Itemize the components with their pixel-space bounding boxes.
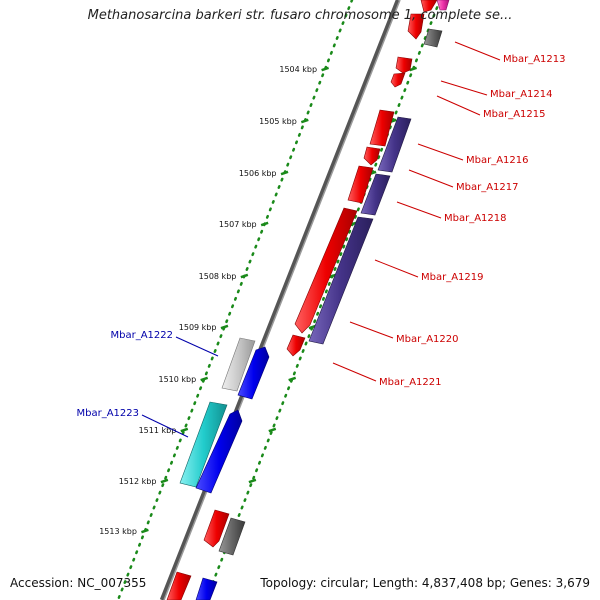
gene-label[interactable]: Mbar_A1215: [483, 109, 546, 120]
kbp-tick-label: 1504 kbp: [279, 65, 317, 74]
gene-feature[interactable]: [308, 216, 374, 345]
gene-label[interactable]: Mbar_A1218: [444, 213, 507, 224]
gene-feature[interactable]: [286, 334, 306, 357]
kbp-tick-mark: [240, 273, 249, 279]
gene-feature[interactable]: [294, 207, 358, 334]
gene-feature[interactable]: [347, 165, 374, 204]
genes-outer-track: [166, 337, 270, 600]
gene-feature[interactable]: [363, 146, 381, 166]
kbp-tick-mark: [200, 376, 209, 382]
label-leader-line: [417, 143, 464, 161]
gene-feature[interactable]: [377, 116, 412, 173]
label-leader-line: [141, 414, 189, 438]
gene-feature[interactable]: [407, 13, 425, 40]
kbp-tick-mark: [160, 478, 169, 484]
kbp-tick-mark: [280, 170, 289, 176]
gene-feature[interactable]: [203, 509, 230, 548]
gene-feature[interactable]: [436, 0, 450, 11]
kbp-tick-label: 1510 kbp: [158, 375, 196, 384]
kbp-tick-label: 1508 kbp: [199, 272, 237, 281]
kbp-tick-mark: [409, 66, 417, 72]
kbp-tick-mark: [180, 427, 189, 433]
kbp-tick-label: 1507 kbp: [219, 220, 257, 229]
gene-feature[interactable]: [237, 346, 270, 400]
genes-inner-track: [286, 0, 450, 357]
gene-labels: Mbar_A1213 Mbar_A1214 Mbar_A1215 Mbar_A1216…: [76, 41, 566, 438]
kbp-tick-label: 1511 kbp: [139, 426, 177, 435]
label-leader-line: [408, 169, 454, 188]
map-title: Methanosarcina barkeri str. fusaro chrom…: [87, 8, 513, 23]
kbp-tick-mark: [141, 528, 149, 534]
kbp-tick-label: 1513 kbp: [99, 527, 137, 536]
gene-label[interactable]: Mbar_A1213: [503, 54, 566, 65]
kbp-tick-mark: [220, 324, 229, 330]
genome-backbone: [159, 0, 401, 600]
gene-label[interactable]: Mbar_A1222: [110, 330, 173, 341]
label-leader-line: [349, 321, 394, 339]
ruler-lines: [116, 0, 442, 600]
kbp-tick-label: 1506 kbp: [239, 169, 277, 178]
gene-label[interactable]: Mbar_A1219: [421, 272, 484, 283]
kbp-tick-label: 1505 kbp: [259, 117, 297, 126]
gene-feature[interactable]: [395, 56, 413, 74]
gene-feature[interactable]: [423, 28, 443, 48]
gene-label[interactable]: Mbar_A1221: [379, 377, 442, 388]
accession-text: Accession: NC_007355: [10, 576, 147, 590]
kbp-tick-mark: [300, 118, 309, 124]
kbp-tick-label: 1512 kbp: [119, 477, 157, 486]
kbp-tick-mark: [260, 221, 269, 227]
gene-feature[interactable]: [221, 337, 256, 392]
gene-feature[interactable]: [390, 72, 406, 88]
label-leader-line: [175, 336, 219, 357]
label-leader-line: [332, 362, 377, 382]
kbp-tick-label: 1509 kbp: [179, 323, 217, 332]
kbp-ticks: 1504 kbp 1505 kbp 1506 kbp 1507 kbp 1508 kbp…: [99, 65, 417, 536]
gene-label[interactable]: Mbar_A1217: [456, 182, 519, 193]
gene-feature[interactable]: [369, 109, 395, 147]
gene-feature[interactable]: [420, 0, 438, 13]
gene-label[interactable]: Mbar_A1220: [396, 334, 459, 345]
kbp-tick-mark: [288, 376, 297, 382]
label-leader-line: [454, 41, 501, 61]
gene-feature[interactable]: [360, 173, 391, 216]
ruler-line-outer: [116, 0, 354, 600]
label-leader-line: [396, 201, 442, 219]
gene-feature[interactable]: [179, 401, 228, 488]
gene-feature[interactable]: [166, 571, 192, 600]
topology-text: Topology: circular; Length: 4,837,408 bp…: [260, 576, 590, 590]
kbp-tick-mark: [321, 66, 329, 72]
ruler-line-inner: [204, 0, 442, 600]
gene-feature[interactable]: [195, 577, 218, 600]
gene-label[interactable]: Mbar_A1214: [490, 89, 553, 100]
label-leader-line: [374, 259, 419, 278]
gene-feature[interactable]: [195, 409, 243, 494]
label-leader-line: [440, 80, 488, 96]
gene-label[interactable]: Mbar_A1223: [76, 408, 139, 419]
kbp-tick-mark: [248, 478, 257, 484]
label-leader-line: [436, 95, 481, 116]
gene-feature[interactable]: [218, 517, 246, 556]
gene-label[interactable]: Mbar_A1216: [466, 155, 529, 166]
kbp-tick-mark: [268, 427, 277, 433]
